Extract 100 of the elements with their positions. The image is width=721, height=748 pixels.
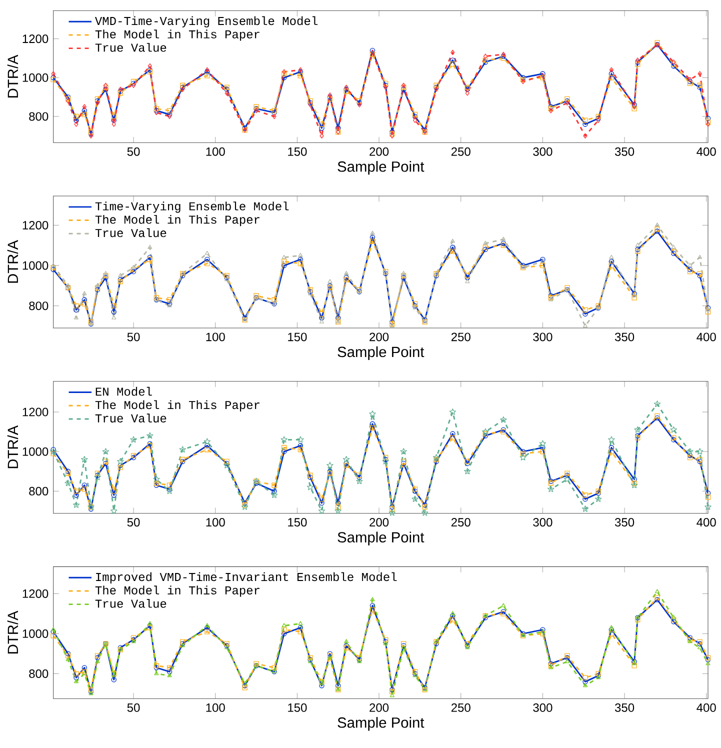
point	[501, 236, 506, 241]
legend-label: True Value	[95, 42, 166, 52]
point	[111, 677, 117, 682]
point	[450, 58, 456, 63]
legend-label: VMD-Time-Varying Ensemble Model	[95, 16, 318, 28]
point	[583, 683, 588, 688]
point	[582, 307, 588, 312]
point	[582, 496, 588, 502]
point	[356, 478, 363, 484]
point	[697, 273, 703, 278]
point	[66, 283, 70, 288]
point	[369, 410, 376, 417]
point	[334, 507, 342, 514]
point	[697, 270, 703, 276]
point	[102, 448, 110, 455]
point	[465, 279, 470, 284]
point	[501, 603, 506, 608]
point	[180, 273, 186, 278]
point	[148, 244, 152, 249]
y-axis-title: DTR/A	[7, 240, 18, 283]
point	[319, 311, 324, 316]
point	[272, 482, 277, 488]
point	[224, 90, 229, 96]
point	[609, 625, 614, 630]
y-tick-label: 1000	[22, 629, 48, 638]
point	[74, 488, 79, 494]
legend-label: EN Model	[96, 386, 152, 396]
point	[148, 621, 152, 626]
point	[328, 279, 332, 284]
point	[282, 631, 287, 636]
point	[51, 262, 56, 267]
point	[450, 238, 456, 243]
point	[464, 468, 471, 474]
x-tick-label: 300	[533, 332, 552, 342]
point	[111, 488, 117, 494]
x-tick-label: 100	[206, 518, 225, 527]
y-tick-label: 1200	[22, 589, 48, 598]
point	[204, 73, 210, 78]
x-tick-label: 150	[288, 703, 307, 712]
x-tick-label: 50	[127, 703, 140, 712]
point	[608, 631, 614, 636]
y-tick-label: 800	[29, 302, 48, 310]
point	[111, 492, 117, 498]
point	[583, 323, 588, 328]
point	[154, 671, 159, 676]
point	[282, 258, 287, 264]
point	[319, 683, 324, 688]
x-tick-label: 350	[615, 518, 634, 527]
point	[298, 252, 303, 257]
point	[336, 683, 341, 688]
point	[705, 494, 711, 500]
point	[66, 657, 70, 662]
point	[95, 283, 100, 288]
point	[272, 114, 276, 120]
point	[686, 448, 694, 455]
point	[204, 250, 210, 255]
point	[72, 501, 80, 508]
point	[336, 126, 341, 131]
point	[632, 480, 638, 486]
point	[540, 448, 546, 454]
point	[483, 240, 488, 245]
point	[167, 297, 172, 302]
x-tick-label: 200	[370, 332, 389, 342]
point	[319, 315, 324, 321]
point	[298, 447, 304, 452]
point	[608, 627, 614, 632]
point	[82, 112, 88, 118]
point	[336, 315, 341, 321]
x-tick-label: 250	[452, 703, 471, 712]
point	[450, 61, 456, 67]
point	[608, 448, 614, 454]
point	[704, 503, 712, 510]
point	[167, 665, 172, 670]
point	[400, 448, 408, 455]
point	[111, 303, 117, 308]
point	[671, 244, 676, 249]
x-tick-label: 350	[615, 147, 634, 156]
x-tick-label: 300	[533, 518, 552, 527]
point	[422, 509, 428, 516]
x-tick-label: 250	[452, 147, 471, 156]
point	[450, 248, 456, 254]
x-tick-label: 400	[696, 518, 716, 527]
point	[166, 488, 174, 494]
x-tick-label: 100	[206, 703, 225, 712]
point	[272, 665, 277, 670]
point	[297, 436, 304, 443]
point	[608, 71, 614, 76]
point	[608, 75, 614, 80]
point	[540, 445, 546, 450]
point	[74, 315, 79, 320]
point	[307, 484, 314, 490]
point	[74, 492, 79, 498]
y-axis-title: DTR/A	[7, 54, 18, 98]
point	[82, 486, 88, 492]
point	[82, 108, 88, 114]
point	[370, 597, 375, 602]
legend-label: True Value	[95, 598, 166, 608]
point	[298, 256, 304, 262]
x-tick-label: 350	[615, 703, 634, 712]
point	[450, 50, 455, 55]
